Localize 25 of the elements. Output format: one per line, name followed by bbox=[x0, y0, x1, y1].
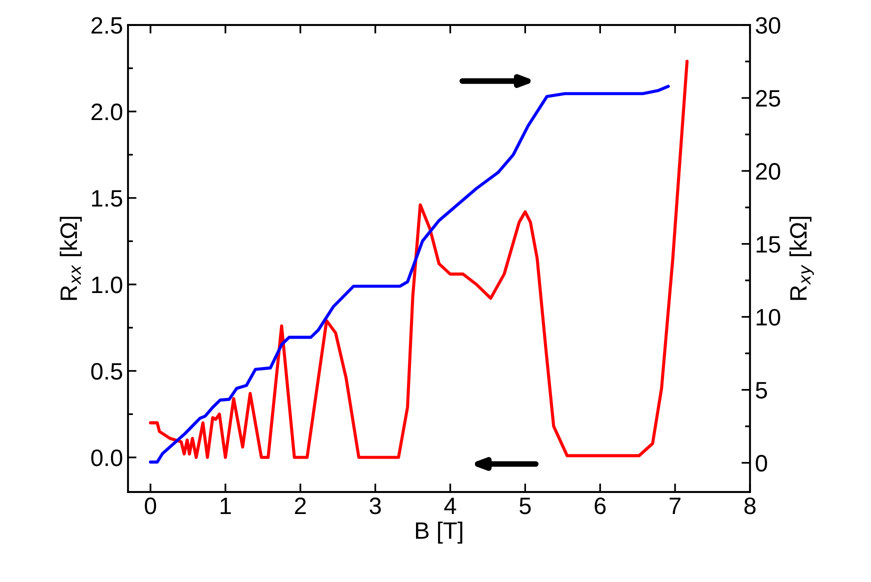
x-tick-label: 6 bbox=[594, 497, 606, 514]
x-tick-label: 8 bbox=[744, 497, 756, 514]
x-tick-label: 2 bbox=[294, 497, 306, 514]
y-tick-label: 0.5 bbox=[91, 362, 122, 380]
y-tick-label: 1.0 bbox=[92, 276, 122, 294]
x-tick-label: 4 bbox=[444, 498, 456, 514]
y-tick-label: 0.0 bbox=[91, 449, 122, 466]
y2-tick-label: 25 bbox=[756, 90, 780, 107]
x-tick-label: 0 bbox=[144, 497, 156, 514]
y2-tick-label: 15 bbox=[756, 236, 780, 253]
y2-tick-label: 0 bbox=[756, 454, 768, 472]
y2-tick-label: 20 bbox=[756, 163, 780, 180]
x-tick-label: 5 bbox=[520, 498, 531, 514]
x-tick-label: 3 bbox=[370, 497, 381, 514]
y-tick-label: 2.5 bbox=[92, 17, 122, 34]
y2-tick-label: 5 bbox=[756, 382, 767, 399]
y2-tick-label: 30 bbox=[756, 17, 780, 34]
y-tick-label: 1.5 bbox=[92, 190, 122, 207]
y2-axis-title: R$_{xy}$ [kΩ] bbox=[789, 216, 814, 300]
x-tick-label: 7 bbox=[670, 498, 680, 514]
x-axis-title: B [T] bbox=[416, 522, 462, 544]
y-tick-label: 2.0 bbox=[92, 104, 122, 120]
y2-tick-label: 10 bbox=[756, 308, 780, 326]
x-tick-label: 1 bbox=[220, 498, 231, 514]
y-axis-title: R$_{xx}$ [kΩ] bbox=[60, 216, 82, 300]
